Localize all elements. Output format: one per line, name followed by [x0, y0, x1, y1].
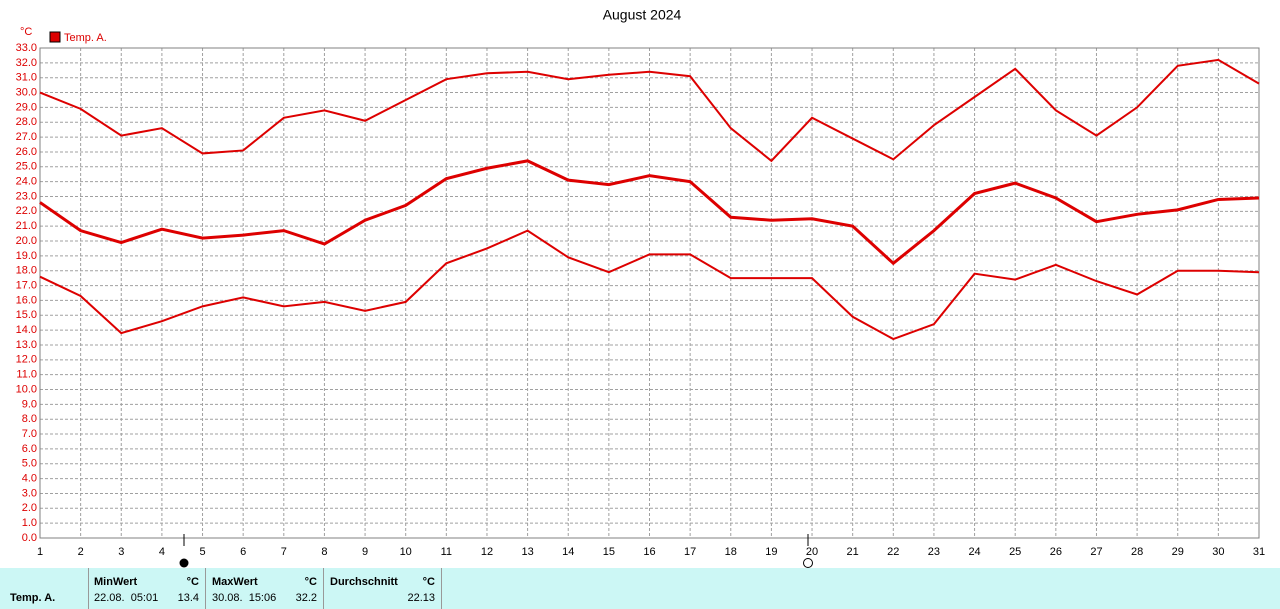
x-tick-label: 14: [562, 546, 574, 558]
x-tick-label: 6: [240, 546, 246, 558]
y-tick-label: 16.0: [16, 294, 37, 306]
y-tick-label: 8.0: [22, 413, 37, 425]
x-tick-label: 13: [521, 546, 533, 558]
y-tick-label: 20.0: [16, 235, 37, 247]
y-tick-label: 10.0: [16, 383, 37, 395]
unit: °C: [186, 576, 199, 588]
x-tick-label: 22: [887, 546, 899, 558]
value: 32.2: [295, 592, 317, 604]
x-tick-label: 20: [806, 546, 818, 558]
header: Durchschnitt: [330, 576, 398, 588]
stats-max: MaxWert °C 30.08. 15:06 32.2: [206, 568, 324, 609]
x-tick-label: 27: [1090, 546, 1102, 558]
y-tick-label: 9.0: [22, 398, 37, 410]
x-tick-label: 23: [928, 546, 940, 558]
x-tick-label: 28: [1131, 546, 1143, 558]
y-tick-label: 19.0: [16, 250, 37, 262]
x-tick-label: 15: [603, 546, 615, 558]
y-tick-label: 30.0: [16, 86, 37, 98]
x-tick-label: 21: [847, 546, 859, 558]
y-tick-label: 31.0: [16, 72, 37, 84]
chart-title: August 2024: [603, 7, 682, 23]
x-tick-label: 30: [1212, 546, 1224, 558]
y-tick-label: 24.0: [16, 176, 37, 188]
chart: August 2024 °C Temp. A. 0.0 1.0 2.0 3.0 4.0 5…: [16, 7, 1265, 568]
y-tick-label: 2.0: [22, 502, 37, 514]
legend-swatch: [49, 31, 61, 43]
when: 22.08. 05:01: [94, 592, 159, 604]
x-tick-label: 3: [118, 546, 124, 558]
legend-label: Temp. A.: [64, 32, 107, 44]
y-tick-label: 17.0: [16, 279, 37, 291]
x-tick-label: 2: [78, 546, 84, 558]
when: 30.08. 15:06: [212, 592, 277, 604]
plot-frame: [39, 47, 1260, 539]
y-tick-label: 11.0: [16, 369, 37, 381]
y-tick-label: 33.0: [16, 42, 37, 54]
x-tick-label: 8: [321, 546, 327, 558]
temp-line: [39, 229, 1260, 341]
y-tick-label: 7.0: [22, 428, 37, 440]
y-tick-label: 3.0: [22, 487, 37, 499]
y-tick-label: 6.0: [22, 443, 37, 455]
new-moon: [803, 558, 813, 568]
stats-row-label-cell: Temp. A.: [0, 568, 89, 609]
x-tick-label: 16: [643, 546, 655, 558]
row-label: Temp. A.: [10, 592, 56, 604]
value: 13.4: [177, 592, 199, 604]
y-tick-label: 4.0: [22, 473, 37, 485]
x-tick-label: 25: [1009, 546, 1021, 558]
y-tick-label: 26.0: [16, 146, 37, 158]
x-tick-label: 9: [362, 546, 368, 558]
y-tick-label: 14.0: [16, 324, 37, 336]
y-tick-label: 5.0: [22, 458, 37, 470]
y-tick-label: 28.0: [16, 116, 37, 128]
x-tick-label: 17: [684, 546, 696, 558]
x-tick-label: 11: [441, 546, 452, 558]
x-tick-label: 31: [1253, 546, 1265, 558]
x-tick-label: 1: [37, 546, 43, 558]
y-tick-label: 21.0: [16, 220, 37, 232]
y-tick-label: 1.0: [22, 517, 37, 529]
header: MaxWert: [212, 576, 258, 588]
value: 22.13: [407, 592, 435, 604]
x-tick-label: 4: [159, 546, 165, 558]
y-tick-label: 27.0: [16, 131, 37, 143]
temp-line: [39, 58, 1260, 163]
x-tick-label: 5: [199, 546, 205, 558]
header: MinWert: [94, 576, 138, 588]
y-tick-label: 12.0: [16, 354, 37, 366]
x-tick-label: 19: [765, 546, 777, 558]
y-tick-label: 18.0: [16, 265, 37, 277]
temp-line: [39, 159, 1260, 266]
x-tick-label: 10: [400, 546, 412, 558]
y-tick-label: 0.0: [22, 532, 37, 544]
y-tick-label: 25.0: [16, 161, 37, 173]
y-tick-label: 23.0: [16, 190, 37, 202]
y-tick-label: 13.0: [16, 339, 37, 351]
stats-min: MinWert °C 22.08. 05:01 13.4: [89, 568, 206, 609]
x-tick-label: 26: [1050, 546, 1062, 558]
stats-avg: Durchschnitt °C 22.13: [324, 568, 442, 609]
y-unit: °C: [20, 26, 32, 38]
y-tick-label: 22.0: [16, 205, 37, 217]
stats-rest: [442, 568, 1280, 609]
full-moon: [179, 558, 189, 568]
unit: °C: [422, 576, 435, 588]
x-tick-label: 12: [481, 546, 493, 558]
x-tick-label: 7: [281, 546, 287, 558]
y-tick-label: 15.0: [16, 309, 37, 321]
x-tick-label: 18: [725, 546, 737, 558]
y-tick-label: 29.0: [16, 101, 37, 113]
y-tick-label: 32.0: [16, 57, 37, 69]
x-tick-label: 29: [1172, 546, 1184, 558]
unit: °C: [304, 576, 317, 588]
x-tick-label: 24: [968, 546, 980, 558]
